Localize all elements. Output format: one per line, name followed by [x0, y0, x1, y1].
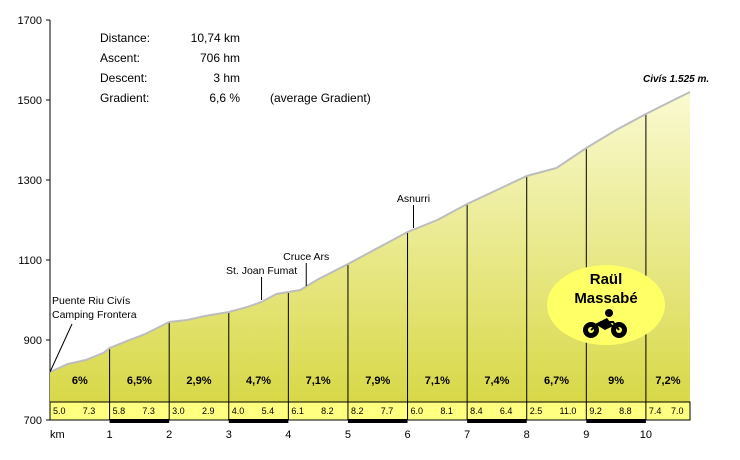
band-value: 7.4 — [649, 406, 662, 416]
stat-label: Distance: — [100, 31, 150, 45]
author-badge: Raül Massabé — [547, 265, 665, 345]
profile-area — [50, 92, 690, 402]
band-value: 5.4 — [262, 406, 275, 416]
band-value: 8.4 — [470, 406, 483, 416]
landmark-leader — [49, 323, 73, 373]
band-value: 11.0 — [560, 406, 577, 416]
band-value: 9.2 — [589, 406, 602, 416]
landmark-label: St. Joan Fumat — [226, 265, 297, 277]
badge-ellipse — [547, 265, 665, 345]
km-label: 1 — [107, 429, 113, 441]
badge-line2: Massabé — [574, 290, 637, 307]
km-scale-bar — [109, 419, 170, 423]
stat-value: 706 hm — [200, 51, 240, 65]
segment-gradient: 7,9% — [365, 375, 390, 387]
segment-gradient: 6,5% — [127, 375, 152, 387]
stat-value: 10,74 km — [191, 31, 240, 45]
band-value: 8.2 — [321, 406, 334, 416]
gradient-labels: 6% 6,5% 2,9% 4,7% 7,1% 7,9% 7,1% 7,4% 6,7% 9% 7,2% — [72, 375, 681, 387]
cyclist-icon — [583, 309, 627, 338]
stat-label: Descent: — [100, 71, 147, 85]
band-value: 8.8 — [619, 406, 632, 416]
km-label: 7 — [464, 429, 470, 441]
km-label: 5 — [345, 429, 351, 441]
stat-label: Ascent: — [100, 51, 140, 65]
band-value: 7.7 — [381, 406, 394, 416]
band-value: 8.2 — [351, 406, 364, 416]
band-value: 3.0 — [172, 406, 185, 416]
segment-band-values: 5.0 7.3 5.8 7.3 3.0 2.9 4.0 5.4 6.1 8.2 8.2 7.7 6.0 8… — [53, 402, 683, 420]
summit-label: Civís 1.525 m. — [643, 74, 709, 85]
profile-outline — [49, 91, 691, 373]
band-value: 5.0 — [53, 406, 66, 416]
band-value: 8.1 — [440, 406, 453, 416]
y-tick-label: 1700 — [18, 15, 42, 27]
band-value: 6.0 — [411, 406, 424, 416]
landmark-labels: Puente Riu Civís Camping Frontera St. Joan… — [49, 193, 430, 373]
landmark-label: Asnurri — [397, 193, 430, 205]
landmark-label: Puente Riu Civís — [52, 295, 130, 307]
segment-gradient: 4,7% — [246, 375, 271, 387]
band-value: 4.0 — [232, 406, 245, 416]
badge-line1: Raül — [590, 271, 623, 288]
segment-gradient: 7,1% — [306, 375, 331, 387]
segment-gradient: 7,4% — [484, 375, 509, 387]
band-value: 6.4 — [500, 406, 513, 416]
km-label: 3 — [226, 429, 232, 441]
band-value: 7.3 — [83, 406, 96, 416]
km-label: 9 — [583, 429, 589, 441]
segment-gradient: 7,2% — [655, 375, 680, 387]
band-value: 7.0 — [671, 406, 684, 416]
km-scale-bar — [228, 419, 289, 423]
km-label: 8 — [524, 429, 530, 441]
km-scale-bar — [347, 419, 408, 423]
segment-gradient: 6,7% — [544, 375, 569, 387]
km-label: 6 — [404, 429, 410, 441]
segment-gradient: 6% — [72, 375, 88, 387]
y-tick-label: 1100 — [18, 255, 42, 267]
y-tick-label: 1500 — [18, 95, 42, 107]
stats-panel: Distance: 10,74 km Ascent: 706 hm Descent: 3 … — [100, 31, 371, 105]
km-label: 2 — [166, 429, 172, 441]
km-scale-bar — [467, 419, 527, 423]
stat-label: Gradient: — [100, 91, 149, 105]
y-tick-label: 700 — [24, 415, 42, 427]
segment-gradient: 2,9% — [186, 375, 211, 387]
landmark-label: Cruce Ars — [283, 251, 329, 263]
band-value: 2.5 — [530, 406, 543, 416]
km-scale: 1 2 3 4 5 6 7 8 9 10 km — [50, 419, 652, 441]
band-value: 6.1 — [291, 406, 304, 416]
segment-gradient: 7,1% — [425, 375, 450, 387]
band-value: 2.9 — [202, 406, 215, 416]
y-tick-group: 700 900 1100 1300 1500 1700 — [18, 15, 50, 427]
band-value: 5.8 — [113, 406, 126, 416]
km-axis-label: km — [50, 429, 65, 441]
y-tick-label: 1300 — [18, 175, 42, 187]
y-tick-label: 900 — [24, 335, 42, 347]
stat-note: (average Gradient) — [270, 91, 371, 105]
stat-value: 3 hm — [213, 71, 240, 85]
segment-gradient: 9% — [608, 375, 624, 387]
landmark-label: Camping Frontera — [52, 309, 137, 321]
band-value: 7.3 — [142, 406, 155, 416]
stat-value: 6,6 % — [209, 91, 240, 105]
km-label: 4 — [285, 429, 291, 441]
km-label: 10 — [640, 429, 652, 441]
km-scale-bar — [586, 419, 646, 423]
